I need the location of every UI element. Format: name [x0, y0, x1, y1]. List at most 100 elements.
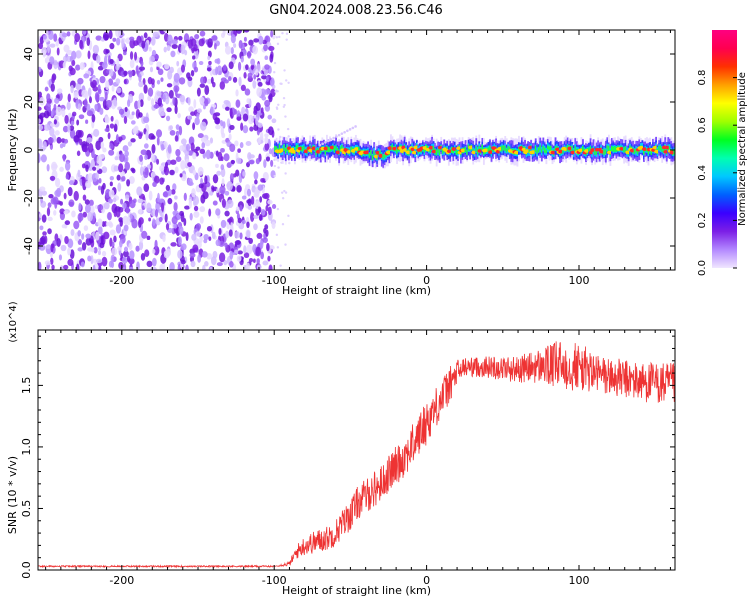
noise-cell	[96, 165, 100, 171]
noise-cell	[38, 42, 44, 50]
noise-cell	[235, 89, 239, 97]
y-axis-label: Frequency (Hz)	[6, 109, 19, 192]
noise-cell	[275, 36, 279, 39]
noise-cell	[229, 250, 234, 260]
noise-cell	[200, 76, 206, 85]
noise-cell	[238, 39, 243, 49]
noise-cell	[243, 245, 247, 254]
noise-cell	[226, 162, 232, 169]
noise-cell	[115, 209, 121, 218]
noise-cell	[134, 51, 138, 61]
y-multiplier-label: (x10^4)	[8, 301, 19, 342]
signal-cell	[673, 149, 675, 155]
noise-cell	[235, 99, 241, 108]
signal-cell	[441, 149, 444, 154]
noise-cell	[50, 83, 55, 92]
noise-cell	[141, 205, 145, 210]
noise-cell	[271, 221, 276, 230]
noise-cell	[109, 68, 114, 77]
noise-cell	[104, 128, 110, 133]
noise-cell	[284, 191, 288, 194]
signal-peak-cell	[437, 145, 443, 150]
noise-cell	[284, 115, 287, 118]
noise-cell	[253, 171, 259, 180]
noise-cell	[108, 198, 113, 204]
noise-cell	[220, 219, 227, 229]
noise-cell	[82, 146, 88, 153]
noise-cell	[234, 240, 241, 245]
noise-cell	[41, 46, 47, 56]
noise-cell	[198, 38, 205, 47]
noise-cell	[162, 94, 166, 103]
noise-cell	[87, 87, 92, 98]
noise-cell	[135, 245, 140, 252]
noise-cell	[91, 79, 97, 88]
signal-cell	[614, 146, 616, 152]
noise-cell	[111, 85, 115, 92]
noise-cell	[64, 235, 69, 245]
noise-cell	[248, 39, 254, 46]
noise-cell	[238, 76, 242, 87]
noise-cell	[278, 35, 281, 39]
noise-cell	[174, 105, 178, 115]
noise-cell	[105, 49, 110, 54]
noise-cell	[236, 184, 242, 193]
noise-cell	[123, 70, 128, 77]
signal-peak-cell	[495, 149, 501, 154]
noise-cell	[41, 214, 47, 223]
noise-cell	[171, 189, 176, 195]
noise-cell	[140, 149, 147, 156]
noise-cell	[275, 233, 279, 237]
noise-cell	[239, 142, 244, 149]
signal-peak-cell	[460, 148, 466, 153]
noise-cell	[255, 116, 259, 126]
noise-cell	[42, 231, 47, 236]
noise-cell	[264, 133, 269, 138]
noise-cell	[54, 130, 60, 136]
noise-cell	[119, 153, 125, 163]
noise-cell	[263, 192, 270, 200]
noise-cell	[67, 238, 74, 249]
signal-cell	[336, 148, 339, 152]
noise-cell	[234, 249, 239, 254]
noise-cell	[203, 238, 208, 244]
noise-cell	[123, 224, 129, 232]
noise-cell	[167, 197, 173, 205]
noise-cell	[203, 233, 209, 241]
signal-cell	[504, 145, 507, 151]
signal-cell	[341, 144, 344, 151]
noise-cell	[239, 204, 243, 211]
noise-cell	[164, 63, 170, 70]
noise-cell	[165, 223, 170, 231]
signal-peak-cell	[446, 149, 452, 154]
noise-cell	[243, 252, 250, 259]
noise-cell	[247, 72, 253, 79]
noise-cell	[77, 77, 84, 85]
noise-cell	[129, 51, 134, 60]
noise-cell	[248, 257, 254, 263]
signal-cell	[540, 149, 543, 153]
noise-cell	[171, 216, 178, 225]
signal-cell	[571, 145, 574, 151]
noise-cell	[115, 133, 119, 144]
noise-cell	[193, 200, 197, 206]
noise-cell	[283, 103, 286, 107]
noise-cell	[107, 211, 112, 221]
noise-cell	[204, 175, 208, 185]
noise-cell	[82, 211, 88, 218]
noise-cell	[97, 218, 103, 228]
noise-cell	[241, 219, 246, 224]
noise-cell	[246, 98, 250, 104]
signal-cell	[633, 148, 636, 154]
noise-cell	[245, 64, 249, 71]
noise-cell	[85, 233, 92, 239]
noise-cell	[237, 217, 242, 224]
noise-cell	[50, 243, 54, 253]
noise-cell	[149, 66, 154, 73]
noise-cell	[193, 66, 199, 73]
signal-cell	[335, 145, 337, 150]
noise-cell	[101, 256, 108, 267]
noise-cell	[112, 37, 117, 42]
noise-cell	[116, 87, 122, 94]
